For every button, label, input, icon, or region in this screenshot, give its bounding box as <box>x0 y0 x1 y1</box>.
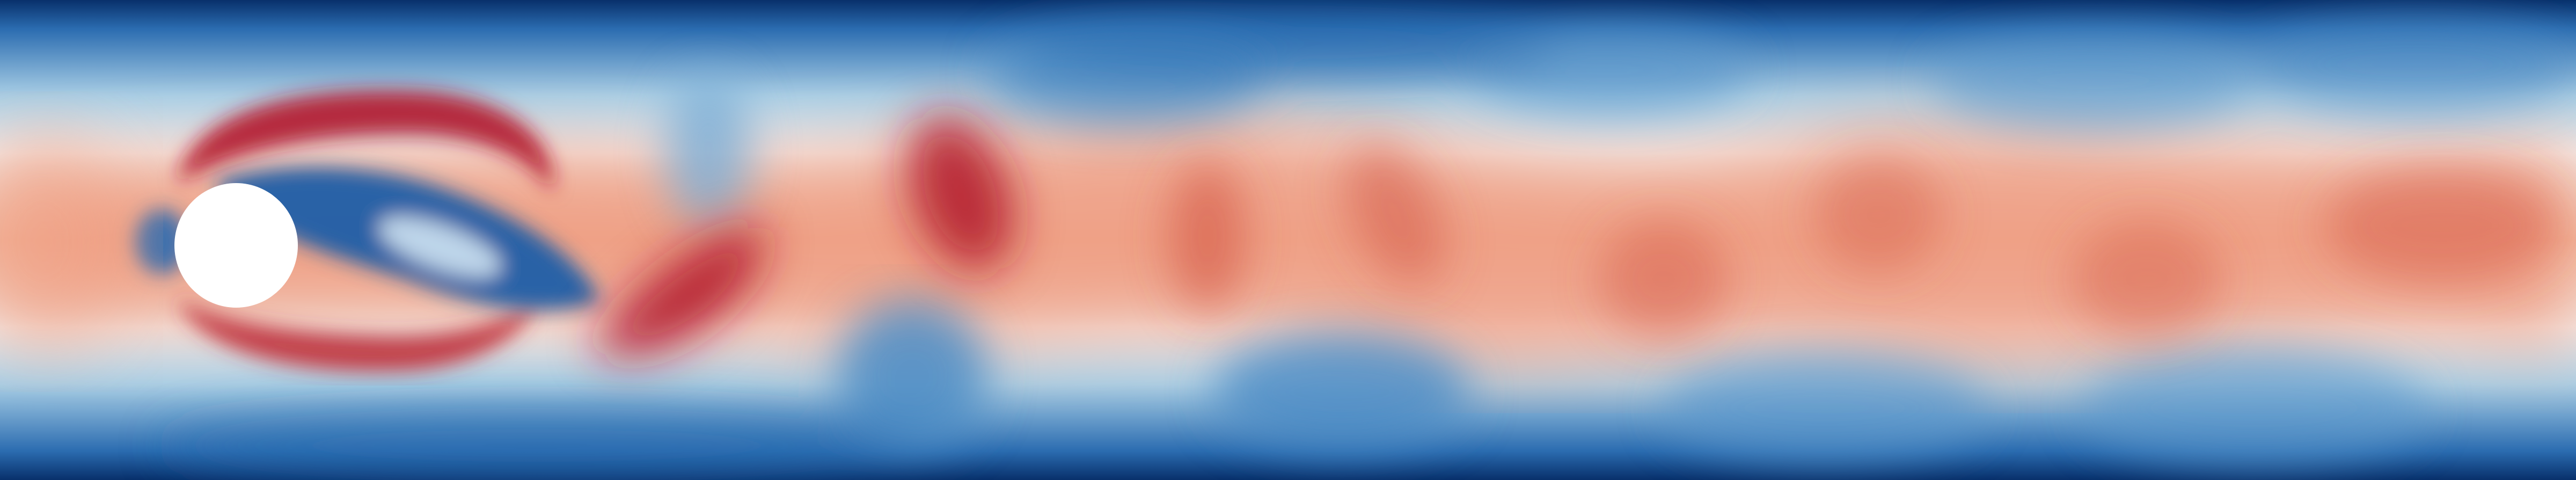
upper-shear-layer <box>177 90 553 193</box>
shed-vortices <box>590 115 2560 356</box>
upper-wall-bands <box>665 5 2576 226</box>
lower-wall-bands <box>161 301 2426 480</box>
lower-shear-layer <box>177 301 537 372</box>
cylinder-obstacle <box>174 183 298 308</box>
inflow-region <box>0 134 129 349</box>
recirculation-zone <box>134 168 601 310</box>
